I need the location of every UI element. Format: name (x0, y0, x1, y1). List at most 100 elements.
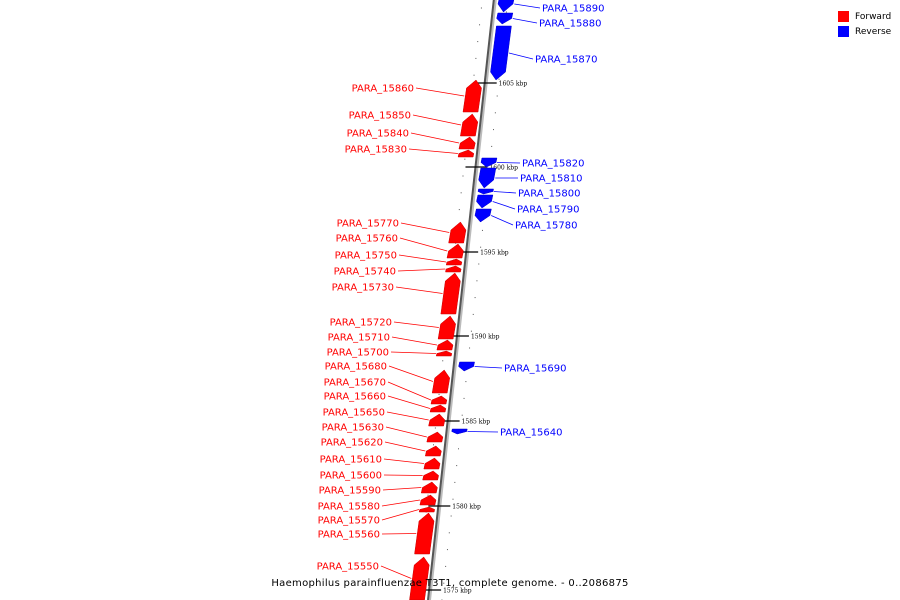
forward-gene-arrow (446, 243, 464, 259)
forward-gene-arrow (460, 113, 479, 137)
reverse-gene-leader (508, 52, 534, 60)
legend-forward-label: Forward (855, 11, 892, 22)
forward-gene-arrow (418, 506, 435, 513)
forward-gene-arrow (414, 512, 435, 555)
reverse-gene-leader (492, 201, 516, 210)
forward-gene-leader (383, 458, 425, 464)
reverse-gene-label: PARA_15870 (535, 55, 597, 66)
tick-label: 1595 kbp (480, 250, 509, 257)
forward-gene-label: PARA_15560 (318, 530, 380, 541)
forward-gene-label: PARA_15860 (352, 84, 414, 95)
reverse-gene-leader (496, 162, 521, 164)
tick-label: 1585 kbp (462, 419, 491, 426)
forward-gene-arrow (462, 79, 482, 113)
tick-label: 1580 kbp (452, 504, 481, 511)
tick-label: 1590 kbp (471, 334, 500, 341)
tick-label: 1600 kbp (489, 165, 518, 172)
forward-gene-arrow (457, 149, 475, 158)
reverse-gene-leader (512, 18, 538, 24)
tick-label: 1605 kbp (499, 81, 528, 88)
forward-gene-label: PARA_15750 (335, 251, 397, 262)
forward-gene-arrow (428, 413, 446, 427)
forward-gene-label: PARA_15730 (332, 283, 394, 294)
forward-gene-leader (383, 474, 423, 476)
forward-gene-label: PARA_15740 (334, 267, 396, 278)
legend-reverse: Reverse (838, 24, 891, 39)
forward-gene-arrow (445, 265, 462, 273)
reverse-gene-label: PARA_15890 (542, 4, 604, 15)
forward-gene-arrow (419, 494, 437, 506)
reverse-gene-arrow (496, 12, 514, 25)
forward-swatch (838, 11, 849, 22)
reverse-gene-arrow (478, 167, 497, 189)
forward-gene-leader (381, 533, 417, 535)
forward-gene-leader (381, 499, 421, 507)
forward-gene-arrow (436, 339, 454, 351)
forward-gene-label: PARA_15840 (347, 129, 409, 140)
reverse-gene-arrow (458, 361, 475, 372)
reverse-gene-leader (490, 215, 514, 226)
forward-gene-label: PARA_15850 (349, 111, 411, 122)
forward-gene-label: PARA_15570 (318, 516, 380, 527)
reverse-gene-label: PARA_15810 (520, 174, 582, 185)
legend-forward: Forward (838, 9, 891, 24)
axis-shadow (428, 0, 497, 600)
forward-gene-leader (398, 254, 447, 263)
forward-gene-arrow (445, 258, 463, 266)
reverse-gene-label: PARA_15780 (515, 221, 577, 232)
forward-gene-label: PARA_15600 (320, 471, 382, 482)
forward-gene-arrow (420, 481, 438, 494)
forward-gene-arrow (422, 470, 439, 481)
forward-gene-label: PARA_15610 (320, 455, 382, 466)
forward-gene-label: PARA_15770 (337, 219, 399, 230)
forward-gene-arrow (448, 221, 467, 244)
forward-gene-label: PARA_15590 (319, 486, 381, 497)
forward-gene-leader (387, 395, 431, 409)
forward-gene-leader (381, 509, 420, 521)
tick-label: 1575 kbp (443, 588, 472, 595)
forward-gene-arrow (430, 395, 448, 405)
reverse-gene-arrow (497, 0, 515, 13)
reverse-gene-leader (474, 366, 503, 369)
forward-gene-label: PARA_15660 (324, 392, 386, 403)
forward-gene-arrow (440, 272, 461, 315)
forward-gene-arrow (435, 350, 453, 357)
reverse-gene-label: PARA_15640 (500, 428, 562, 439)
forward-gene-label: PARA_15580 (318, 502, 380, 513)
reverse-gene-arrow (476, 194, 494, 209)
forward-gene-label: PARA_15550 (317, 562, 379, 573)
forward-gene-arrow (424, 445, 442, 457)
forward-gene-leader (390, 351, 437, 354)
forward-gene-arrow (423, 457, 441, 470)
reverse-gene-label: PARA_15790 (517, 205, 579, 216)
forward-gene-label: PARA_15830 (345, 145, 407, 156)
forward-gene-arrow (458, 136, 476, 150)
forward-gene-leader (399, 237, 448, 252)
reverse-gene-arrow (490, 25, 512, 81)
reverse-gene-leader (493, 191, 517, 194)
reverse-gene-leader (514, 3, 541, 9)
forward-gene-label: PARA_15650 (323, 408, 385, 419)
forward-gene-leader (400, 222, 450, 233)
forward-gene-leader (410, 132, 460, 144)
reverse-gene-label: PARA_15800 (518, 189, 580, 200)
reverse-gene-arrow (480, 157, 498, 168)
forward-gene-arrow (426, 431, 444, 443)
reverse-gene-label: PARA_15880 (539, 19, 601, 30)
forward-gene-label: PARA_15710 (328, 333, 390, 344)
forward-gene-label: PARA_15720 (330, 318, 392, 329)
forward-gene-leader (408, 148, 458, 154)
forward-gene-leader (397, 268, 446, 272)
legend: Forward Reverse (838, 9, 891, 39)
forward-gene-arrow (437, 315, 456, 340)
forward-gene-leader (395, 286, 443, 294)
forward-gene-label: PARA_15670 (324, 378, 386, 389)
reverse-swatch (838, 26, 849, 37)
reverse-gene-arrow (477, 188, 494, 195)
genome-caption: Haemophilus parainfluenzae T3T1, complet… (271, 578, 629, 589)
reverse-gene-arrow (451, 428, 468, 435)
forward-gene-leader (391, 336, 438, 346)
forward-gene-leader (393, 321, 439, 328)
forward-gene-arrow (429, 404, 447, 413)
